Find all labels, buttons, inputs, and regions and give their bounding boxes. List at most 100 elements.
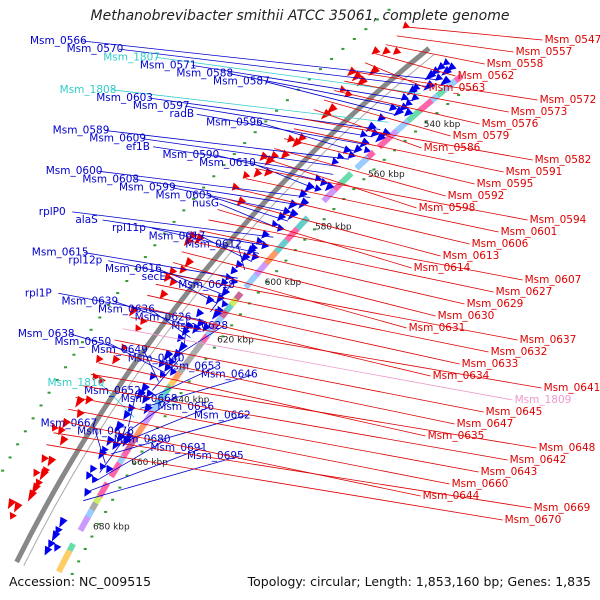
gene-label-Msm_0595[interactable]: Msm_0595	[477, 178, 534, 190]
gene-arrow-forward[interactable]	[442, 58, 451, 66]
gene-label-Msm_0606[interactable]: Msm_0606	[472, 238, 529, 250]
gene-arrow-forward[interactable]	[59, 516, 68, 528]
gene-arrow-reverse[interactable]	[270, 150, 280, 160]
gene-arrow-reverse[interactable]	[371, 46, 381, 55]
gene-arrow-reverse[interactable]	[264, 155, 275, 166]
gene-arrow-forward[interactable]	[202, 322, 211, 332]
gene-arrow-forward[interactable]	[276, 223, 285, 232]
gene-arrow-reverse[interactable]	[263, 167, 273, 177]
gene-arrow-reverse[interactable]	[326, 103, 338, 114]
gene-label-Msm_0591[interactable]: Msm_0591	[506, 166, 563, 178]
gene-arrow-forward[interactable]	[331, 157, 340, 165]
gene-arrow-forward[interactable]	[287, 208, 299, 221]
gene-label-Msm_0632[interactable]: Msm_0632	[491, 346, 548, 358]
gene-arrow-forward[interactable]	[51, 530, 61, 542]
gene-arrow-reverse[interactable]	[242, 170, 251, 179]
gene-arrow-forward[interactable]	[441, 65, 452, 76]
gene-label-Msm_0639[interactable]: Msm_0639	[61, 295, 118, 307]
gene-arrow-reverse[interactable]	[346, 66, 357, 77]
gene-label-Msm_0695[interactable]: Msm_0695	[187, 450, 244, 462]
gene-arrow-reverse[interactable]	[121, 343, 129, 352]
gene-label-nusG[interactable]: nusG	[192, 198, 219, 210]
gene-label-Msm_0662[interactable]: Msm_0662	[194, 409, 251, 421]
gene-arrow-reverse[interactable]	[39, 468, 49, 481]
gene-label-Msm_0579[interactable]: Msm_0579	[453, 130, 510, 142]
gene-arrow-reverse[interactable]	[27, 489, 38, 502]
gene-arrow-forward[interactable]	[143, 403, 153, 415]
gene-arrow-forward[interactable]	[136, 388, 146, 400]
gene-label-Msm_0669[interactable]: Msm_0669	[534, 502, 591, 514]
gene-arrow-forward[interactable]	[388, 103, 398, 112]
gene-arrow-reverse[interactable]	[7, 498, 17, 510]
gene-label-Msm_0596[interactable]: Msm_0596	[206, 116, 263, 128]
gene-arrow-forward[interactable]	[127, 403, 136, 414]
gene-arrow-reverse[interactable]	[33, 468, 41, 478]
gene-label-Msm_0680[interactable]: Msm_0680	[114, 434, 171, 446]
gene-arrow-forward[interactable]	[99, 462, 107, 470]
gene-arrow-reverse[interactable]	[292, 137, 303, 148]
gene-arrow-forward[interactable]	[90, 464, 98, 473]
gene-arrow-forward[interactable]	[173, 348, 183, 360]
gene-label-Msm_0600[interactable]: Msm_0600	[46, 165, 103, 177]
gene-arrow-reverse[interactable]	[14, 501, 23, 513]
gene-label-Msm_0628[interactable]: Msm_0628	[171, 320, 228, 332]
gene-arrow-forward[interactable]	[298, 197, 310, 209]
gene-label-Msm_0668[interactable]: Msm_0668	[121, 393, 178, 405]
gene-label-Msm_0612[interactable]: Msm_0612	[185, 238, 242, 250]
gene-arrow-forward[interactable]	[196, 308, 205, 318]
gene-arrow-forward[interactable]	[424, 69, 437, 81]
gene-label-Msm_0618[interactable]: Msm_0618	[178, 279, 235, 291]
gene-label-Msm_0587[interactable]: Msm_0587	[213, 76, 270, 88]
gene-arrow-reverse[interactable]	[339, 85, 347, 93]
gene-label-Msm_0643[interactable]: Msm_0643	[481, 466, 538, 478]
gene-label-Msm_0635[interactable]: Msm_0635	[428, 430, 485, 442]
gene-label-Msm_0562[interactable]: Msm_0562	[458, 70, 515, 82]
gene-label-Msm_0558[interactable]: Msm_0558	[487, 58, 544, 70]
gene-label-Msm_0588[interactable]: Msm_0588	[176, 68, 233, 80]
gene-arrow-forward[interactable]	[221, 299, 229, 308]
gene-label-Msm_0605[interactable]: Msm_0605	[156, 190, 213, 202]
gene-label-Msm_0627[interactable]: Msm_0627	[496, 286, 553, 298]
gene-arrow-reverse[interactable]	[135, 324, 143, 332]
gene-arrow-forward[interactable]	[245, 245, 257, 257]
gene-label-Msm_0582[interactable]: Msm_0582	[535, 154, 592, 166]
gene-arrow-forward[interactable]	[86, 471, 94, 480]
gene-arrow-reverse[interactable]	[382, 46, 391, 55]
gene-label-Msm_0597[interactable]: Msm_0597	[133, 100, 190, 112]
gene-label-Msm_0599[interactable]: Msm_0599	[119, 181, 176, 193]
gene-arrow-forward[interactable]	[411, 92, 420, 101]
gene-label-Msm_0649[interactable]: Msm_0649	[91, 344, 148, 356]
gene-arrow-reverse[interactable]	[41, 454, 49, 463]
gene-label-Msm_0601[interactable]: Msm_0601	[501, 226, 558, 238]
gene-label-ef1B[interactable]: ef1B	[126, 141, 150, 153]
gene-arrow-forward[interactable]	[48, 539, 56, 549]
gene-label-Msm_0571[interactable]: Msm_0571	[140, 59, 197, 71]
gene-arrow-forward[interactable]	[287, 199, 298, 210]
gene-label-radB[interactable]: radB	[169, 108, 194, 120]
gene-arrow-forward[interactable]	[170, 367, 178, 376]
gene-arrow-forward[interactable]	[92, 475, 99, 484]
gene-label-Msm_1808[interactable]: Msm_1808	[60, 84, 117, 96]
gene-arrow-forward[interactable]	[393, 106, 405, 117]
gene-label-Msm_0594[interactable]: Msm_0594	[530, 214, 587, 226]
gene-label-Msm_0631[interactable]: Msm_0631	[409, 322, 466, 334]
gene-label-Msm_0572[interactable]: Msm_0572	[540, 94, 597, 106]
gene-label-secE[interactable]: secE	[142, 271, 166, 283]
gene-label-Msm_0691[interactable]: Msm_0691	[150, 442, 207, 454]
gene-arrow-reverse[interactable]	[231, 182, 240, 191]
gene-arrow-forward[interactable]	[439, 75, 452, 87]
gene-arrow-forward[interactable]	[251, 251, 260, 261]
gene-label-Msm_0586[interactable]: Msm_0586	[424, 142, 481, 154]
gene-arrow-forward[interactable]	[380, 127, 391, 138]
gene-arrow-reverse[interactable]	[344, 89, 353, 98]
gene-arrow-reverse[interactable]	[140, 316, 148, 325]
gene-arrow-reverse[interactable]	[59, 435, 69, 446]
gene-arrow-forward[interactable]	[44, 545, 53, 556]
gene-label-Msm_0647[interactable]: Msm_0647	[457, 418, 514, 430]
gene-arrow-reverse[interactable]	[112, 354, 121, 365]
gene-arrow-forward[interactable]	[158, 359, 167, 368]
gene-label-Msm_0642[interactable]: Msm_0642	[510, 454, 567, 466]
gene-label-Msm_0547[interactable]: Msm_0547	[545, 34, 600, 46]
gene-arrow-reverse[interactable]	[128, 305, 139, 317]
